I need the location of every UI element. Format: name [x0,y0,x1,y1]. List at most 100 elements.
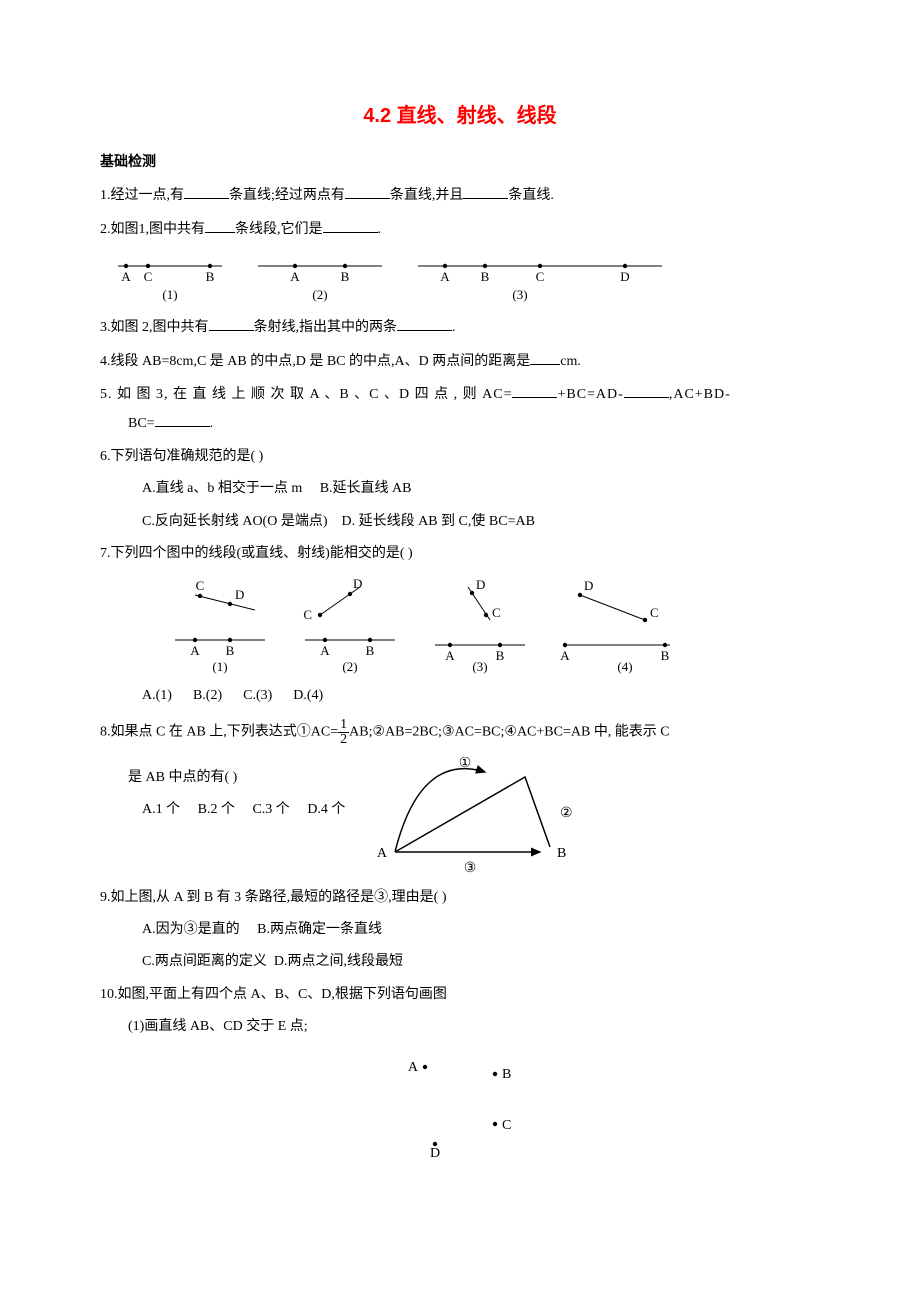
q1-blank-1 [184,184,229,199]
fig7-1-b: B [226,643,235,658]
q4-blank-1 [530,350,560,365]
q1-text-b: 条直线;经过两点有 [229,188,345,203]
q8-text-c: 是 AB 中点的有( ) [128,770,237,785]
question-6-opts-2: C.反向延长射线 AO(O 是端点) D. 延长线段 AB 到 C,使 BC=A… [100,511,820,533]
question-9: 9.如上图,从 A 到 B 有 3 条路径,最短的路径是③,理由是( ) [100,887,820,909]
q7-opt-b: B.(2) [193,688,222,703]
fig1-1-label-c: C [144,269,153,284]
question-5: 5. 如 图 3, 在 直 线 上 顺 次 取 A 、B 、C 、D 四 点 ,… [100,383,820,406]
fig7-2-a: A [320,643,330,658]
fig1-2-caption: (2) [312,287,327,302]
q2-text-b: 条线段,它们是 [235,222,323,237]
q5-text-d: BC= [128,416,155,431]
q8-opt-a: A.1 个 [142,802,180,817]
figure-7-2: C D A B (2) [290,575,410,675]
q8-opt-d: D.4 个 [307,802,345,817]
section-header: 基础检测 [100,152,820,174]
q9-stem: 9.如上图,从 A 到 B 有 3 条路径,最短的路径是③,理由是( ) [100,890,447,905]
q9-opt-c: C.两点间距离的定义 [142,954,267,969]
fig7-3-a: A [445,648,455,663]
q6-opt-d: D. 延长线段 AB 到 C,使 BC=AB [342,514,535,529]
figure-1-1: A C B (1) [110,251,230,306]
q6-opt-b: B.延长直线 AB [320,481,412,496]
q9-opt-a: A.因为③是直的 [142,922,240,937]
q5-blank-2 [624,383,669,398]
q1-text-d: 条直线. [508,188,554,203]
q2-text-c: . [378,222,382,237]
question-8-opts: A.1 个 B.2 个 C.3 个 D.4 个 [100,799,345,821]
q5-text-c: ,AC+BD- [669,387,731,402]
q1-blank-3 [463,184,508,199]
q6-opt-a: A.直线 a、b 相交于一点 m [142,481,302,496]
q3-text-c: . [452,320,456,335]
fig7-1-cap: (1) [212,659,227,674]
question-5-line2: BC=. [100,412,820,435]
question-6: 6.下列语句准确规范的是( ) [100,446,820,468]
fig1-3-label-d: D [620,269,629,284]
q6-opt-c: C.反向延长射线 AO(O 是端点) [142,514,328,529]
fig7-4-a: A [560,648,570,663]
fig7-1-a: A [190,643,200,658]
q8-opt-b: B.2 个 [198,802,235,817]
q8-text-b: AB;②AB=2BC;③AC=BC;④AC+BC=AB 中, 能表示 C [349,724,670,739]
q5-text-a: 5. 如 图 3, 在 直 线 上 顺 次 取 A 、B 、C 、D 四 点 ,… [100,387,512,402]
question-1: 1.经过一点,有 条直线;经过两点有 条直线,并且 条直线. [100,184,820,207]
fig7-1-d: D [235,587,244,602]
page: 4.2 直线、射线、线段 基础检测 1.经过一点,有条直线;经过两点有条直线,并… [0,0,920,1199]
q1-blank-2 [345,184,390,199]
fig10-a: A [408,1060,419,1075]
figure-8: ① ② ③ A B [365,757,595,877]
fig7-2-d: D [353,576,362,591]
fig7-3-c: C [492,605,501,620]
question-6-opts-1: A.直线 a、b 相交于一点 m B.延长直线 AB [100,478,820,500]
fig1-3-label-a: A [440,269,450,284]
fig7-1-c: C [196,578,205,593]
fig8-b: B [557,846,566,861]
q8-fraction: 12 [338,718,349,747]
figure-7-3: D C A B (3) [420,575,540,675]
q7-opt-d: D.(4) [293,688,323,703]
question-9-opts-1: A.因为③是直的 B.两点确定一条直线 [100,919,820,941]
q2-text-a: 2.如图1,图中共有 [100,222,205,237]
q7-opt-a: A.(1) [142,688,172,703]
question-4: 4.线段 AB=8cm,C 是 AB 的中点,D 是 BC 的中点,A、D 两点… [100,350,820,373]
q5-text-e: . [210,416,214,431]
fig8-l2: ② [560,806,573,821]
figure-1-2: A B (2) [250,251,390,306]
q5-blank-3 [155,412,210,427]
q8-frac-den: 2 [338,733,349,747]
fig10-d: D [430,1146,440,1159]
q5-text-b: +BC=AD- [557,387,623,402]
q7-stem: 7.下列四个图中的线段(或直线、射线)能相交的是( ) [100,546,413,561]
question-10: 10.如图,平面上有四个点 A、B、C、D,根据下列语句画图 [100,984,820,1006]
question-8-line2: 是 AB 中点的有( ) [100,767,345,789]
fig1-3-caption: (3) [512,287,527,302]
question-7: 7.下列四个图中的线段(或直线、射线)能相交的是( ) [100,543,820,565]
figure-7-4: D C A B (4) [550,575,680,675]
q4-text-b: cm. [560,354,581,369]
fig1-2-label-b: B [341,269,350,284]
q9-opt-b: B.两点确定一条直线 [257,922,382,937]
q10-stem: 10.如图,平面上有四个点 A、B、C、D,根据下列语句画图 [100,987,447,1002]
q5-blank-1 [512,383,557,398]
question-9-opts-2: C.两点间距离的定义 D.两点之间,线段最短 [100,951,820,973]
figure-7-1: C D A B (1) [160,575,280,675]
fig1-2-label-a: A [290,269,300,284]
q8-frac-num: 1 [338,718,349,733]
question-8-body: 是 AB 中点的有( ) A.1 个 B.2 个 C.3 个 D.4 个 [100,757,820,877]
fig1-1-label-b: B [206,269,215,284]
question-3: 3.如图 2,图中共有条射线,指出其中的两条. [100,316,820,339]
fig7-4-c: C [650,605,659,620]
fig10-b: B [502,1067,511,1082]
figure-1-3: A B C D (3) [410,251,670,306]
q3-text-b: 条射线,指出其中的两条 [254,320,398,335]
q1-text-a: 1.经过一点,有 [100,188,184,203]
q8-text-a: 8.如果点 C 在 AB 上,下列表达式①AC= [100,724,338,739]
q2-blank-1 [205,218,235,233]
figure-10: A B C D [390,1049,570,1159]
q10-sub1-text: (1)画直线 AB、CD 交于 E 点; [128,1019,308,1034]
q1-text-c: 条直线,并且 [390,188,464,203]
figure-row-7: C D A B (1) C D A B (2) D [160,575,820,675]
q3-blank-1 [209,316,254,331]
fig8-l1: ① [459,757,472,771]
